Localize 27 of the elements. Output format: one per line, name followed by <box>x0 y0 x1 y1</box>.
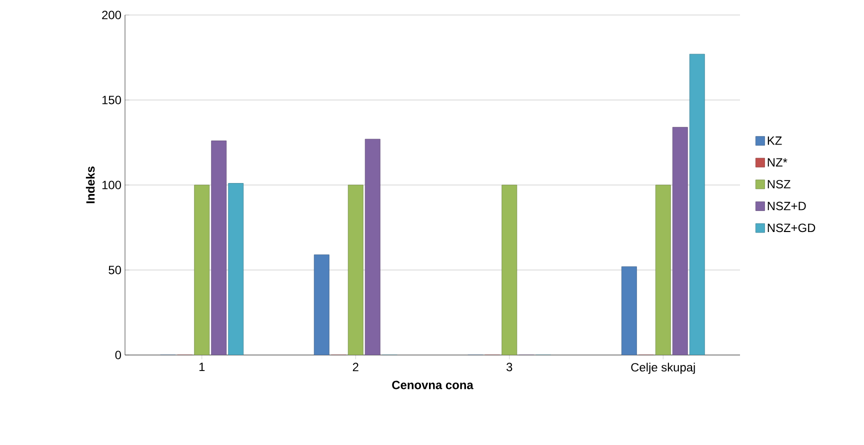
legend-label: NZ* <box>768 158 788 166</box>
y-axis-title: Indeks <box>86 166 95 204</box>
x-tick-label: Celje skupaj <box>631 362 695 374</box>
bar <box>211 140 227 355</box>
y-tick-label: 150 <box>102 96 122 104</box>
x-tick-label: 1 <box>199 362 205 371</box>
y-tick-label: 200 <box>102 10 122 20</box>
bar <box>689 54 705 355</box>
bar <box>348 184 364 355</box>
legend-label: NSZ+GD <box>768 224 816 232</box>
legend-label: NSZ <box>768 180 790 188</box>
legend-label: KZ <box>768 136 782 145</box>
x-tick-label: 3 <box>506 362 512 372</box>
x-axis-title: Cenovna cona <box>392 380 474 390</box>
bar <box>364 138 380 355</box>
y-tick-label: 100 <box>102 180 122 190</box>
bar <box>502 184 518 355</box>
bar <box>194 184 210 355</box>
bar <box>655 184 671 355</box>
bar <box>672 126 688 355</box>
bar <box>621 266 637 355</box>
bar <box>314 254 330 355</box>
y-tick-label: 50 <box>108 266 122 274</box>
y-tick-label: 0 <box>115 350 122 360</box>
x-tick-label: 2 <box>352 362 358 372</box>
bar <box>228 183 244 355</box>
legend-label: NSZ+D <box>768 202 806 210</box>
